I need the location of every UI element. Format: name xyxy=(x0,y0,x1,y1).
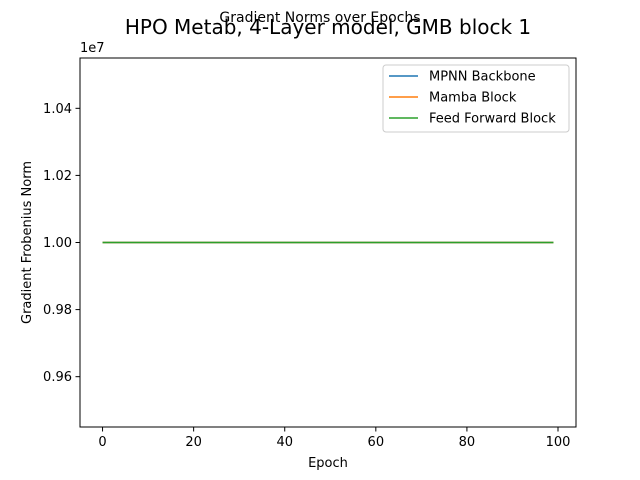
legend-label-1: MPNN Backbone xyxy=(429,70,536,85)
y-axis-offset-label: 1e7 xyxy=(80,41,105,56)
x-tick-label: 80 xyxy=(459,435,476,450)
x-tick-label: 20 xyxy=(185,435,202,450)
legend: MPNN Backbone Mamba Block Feed Forward Blo… xyxy=(382,64,570,133)
legend-label-3: Feed Forward Block xyxy=(429,112,556,127)
y-tick-label: 0.96 xyxy=(43,370,72,385)
y-tick-label: 1.00 xyxy=(43,236,72,251)
x-tick-label: 100 xyxy=(546,435,571,450)
x-axis-ticks: 0 20 40 60 80 100 xyxy=(98,427,570,450)
axes-title: Gradient Norms over Epochs xyxy=(219,10,420,26)
y-tick-label: 1.04 xyxy=(43,102,72,117)
legend-items: MPNN Backbone Mamba Block Feed Forward Blo… xyxy=(389,70,556,127)
legend-box xyxy=(382,64,570,133)
x-tick-label: 60 xyxy=(368,435,385,450)
y-axis-label: Gradient Frobenius Norm xyxy=(20,161,35,324)
legend-label-2: Mamba Block xyxy=(429,91,517,106)
y-axis-ticks: 0.96 0.98 1.00 1.02 1.04 xyxy=(43,102,80,385)
x-axis-label: Epoch xyxy=(308,456,348,471)
y-tick-label: 0.98 xyxy=(43,303,72,318)
x-tick-label: 40 xyxy=(276,435,293,450)
y-tick-label: 1.02 xyxy=(43,169,72,184)
figure-suptitle: HPO Metab, 4-Layer model, GMB block 1 xyxy=(125,15,531,39)
x-tick-label: 0 xyxy=(98,435,106,450)
